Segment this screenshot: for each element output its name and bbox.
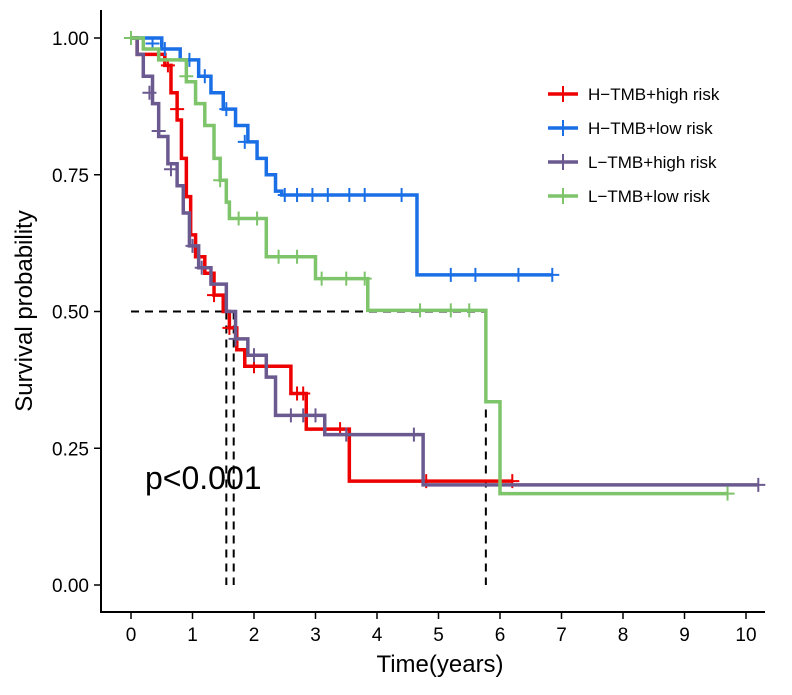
censor-mark — [394, 187, 409, 202]
x-tick-label: 1 — [187, 625, 198, 646]
y-tick-label: 0.50 — [52, 303, 89, 324]
legend-label: H−TMB+low risk — [588, 119, 713, 138]
censor-mark — [283, 408, 298, 423]
survival-curves — [124, 31, 766, 501]
axes: 0 1 2 3 4 5 6 7 8 9 10 0.00 0.25 0.50 0.75 1.00 — [52, 10, 765, 646]
censor-mark — [462, 303, 477, 318]
censor-mark — [308, 408, 323, 423]
censor-mark — [320, 187, 335, 202]
y-tick-label: 1.00 — [52, 29, 89, 50]
legend: H−TMB+high risk H−TMB+low risk L−TMB+high … — [548, 85, 720, 206]
censor-mark — [290, 249, 305, 264]
censor-mark — [219, 102, 234, 117]
censor-mark — [720, 486, 735, 501]
y-tick-label: 0.75 — [52, 166, 89, 187]
x-tick-label: 9 — [679, 625, 690, 646]
p-value-annotation: p<0.001 — [145, 460, 262, 496]
legend-label: H−TMB+high risk — [588, 85, 720, 104]
x-tick-label: 7 — [556, 625, 567, 646]
x-tick-label: 8 — [618, 625, 629, 646]
censor-mark — [277, 187, 292, 202]
censor-mark — [342, 187, 357, 202]
censor-mark — [443, 303, 458, 318]
x-tick-label: 10 — [735, 625, 756, 646]
censor-mark — [314, 271, 329, 286]
censor-mark — [170, 102, 185, 117]
survival-curve-2 — [131, 36, 759, 487]
censor-mark — [339, 427, 354, 442]
censor-mark — [357, 187, 372, 202]
censor-mark — [163, 162, 178, 177]
survival-curve-3 — [131, 36, 728, 496]
censor-mark — [185, 238, 200, 253]
censor-mark — [296, 408, 311, 423]
x-tick-label: 4 — [372, 625, 383, 646]
x-tick-label: 5 — [433, 625, 444, 646]
censor-mark — [296, 386, 311, 401]
censor-mark — [271, 249, 286, 264]
censor-mark — [197, 69, 212, 84]
censor-mark — [468, 267, 483, 282]
median-guides — [131, 310, 487, 585]
censor-mark — [207, 288, 222, 303]
censor-mark — [357, 271, 372, 286]
censor-mark — [339, 271, 354, 286]
censor-mark — [142, 85, 157, 100]
censor-mark — [194, 260, 209, 275]
censor-mark — [124, 31, 138, 45]
survival-curve-0 — [131, 36, 513, 483]
censor-mark — [413, 303, 428, 318]
censor-mark — [443, 267, 458, 282]
censor-mark — [228, 331, 243, 346]
censor-mark — [231, 211, 246, 226]
x-tick-label: 0 — [126, 625, 137, 646]
censor-mark — [290, 187, 305, 202]
censor-mark — [406, 427, 421, 442]
censor-mark — [751, 477, 766, 492]
x-tick-label: 6 — [495, 625, 506, 646]
censor-mark — [213, 173, 228, 188]
censor-mark — [250, 211, 265, 226]
y-tick-label: 0.25 — [52, 439, 89, 460]
x-axis-label: Time(years) — [376, 651, 503, 678]
censor-mark — [151, 123, 166, 138]
censor-mark — [237, 134, 252, 149]
legend-label: L−TMB+high risk — [588, 153, 717, 172]
y-tick-label: 0.00 — [52, 576, 89, 597]
censor-mark — [305, 187, 320, 202]
censor-mark — [545, 267, 560, 282]
legend-label: L−TMB+low risk — [588, 187, 710, 206]
y-axis-label: Survival probability — [11, 210, 38, 411]
censor-mark — [247, 348, 261, 363]
censor-mark — [179, 69, 194, 84]
x-tick-label: 2 — [249, 625, 260, 646]
censor-mark — [511, 267, 526, 282]
x-tick-label: 3 — [310, 625, 321, 646]
